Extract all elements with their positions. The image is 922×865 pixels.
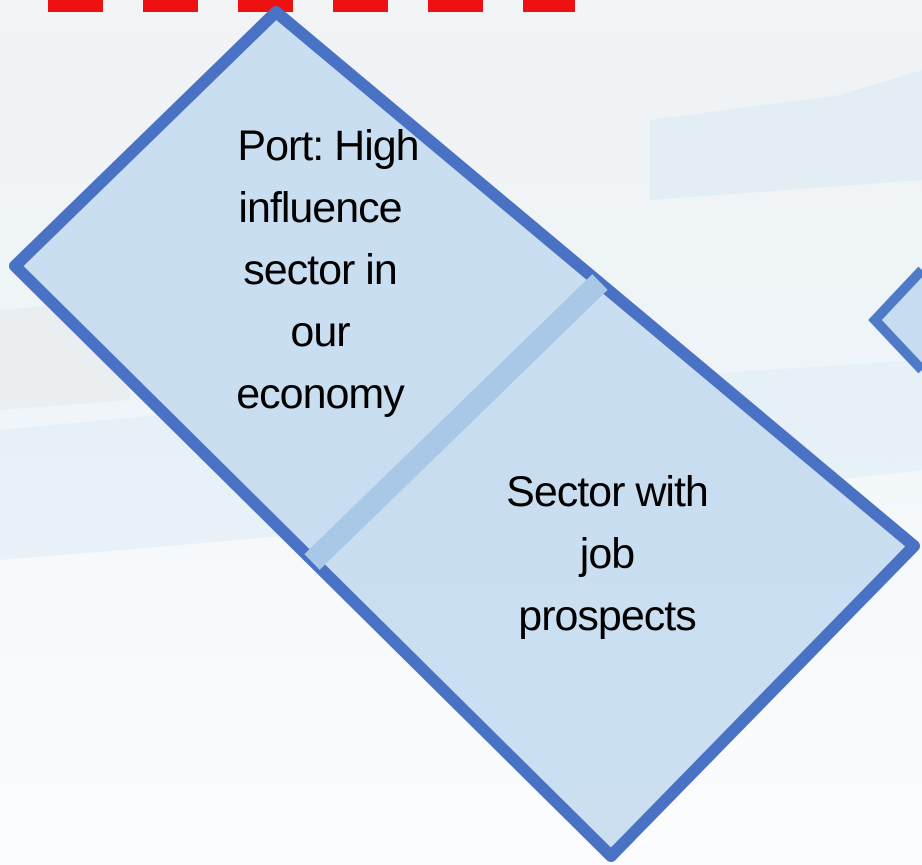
panel-text: job	[578, 530, 634, 578]
next-shape	[868, 266, 922, 374]
panel-divider	[304, 274, 608, 570]
bg-pier	[650, 70, 922, 200]
panel-text: economy	[236, 370, 405, 418]
diamond-panel	[9, 6, 920, 862]
panel-text: prospects	[518, 592, 695, 640]
panel-text: our	[290, 308, 350, 356]
panel-text: sector in	[243, 246, 397, 294]
panel-text: influence	[238, 184, 401, 232]
panel-text: Port: High	[237, 122, 418, 170]
panel-text: Sector with	[506, 468, 708, 516]
